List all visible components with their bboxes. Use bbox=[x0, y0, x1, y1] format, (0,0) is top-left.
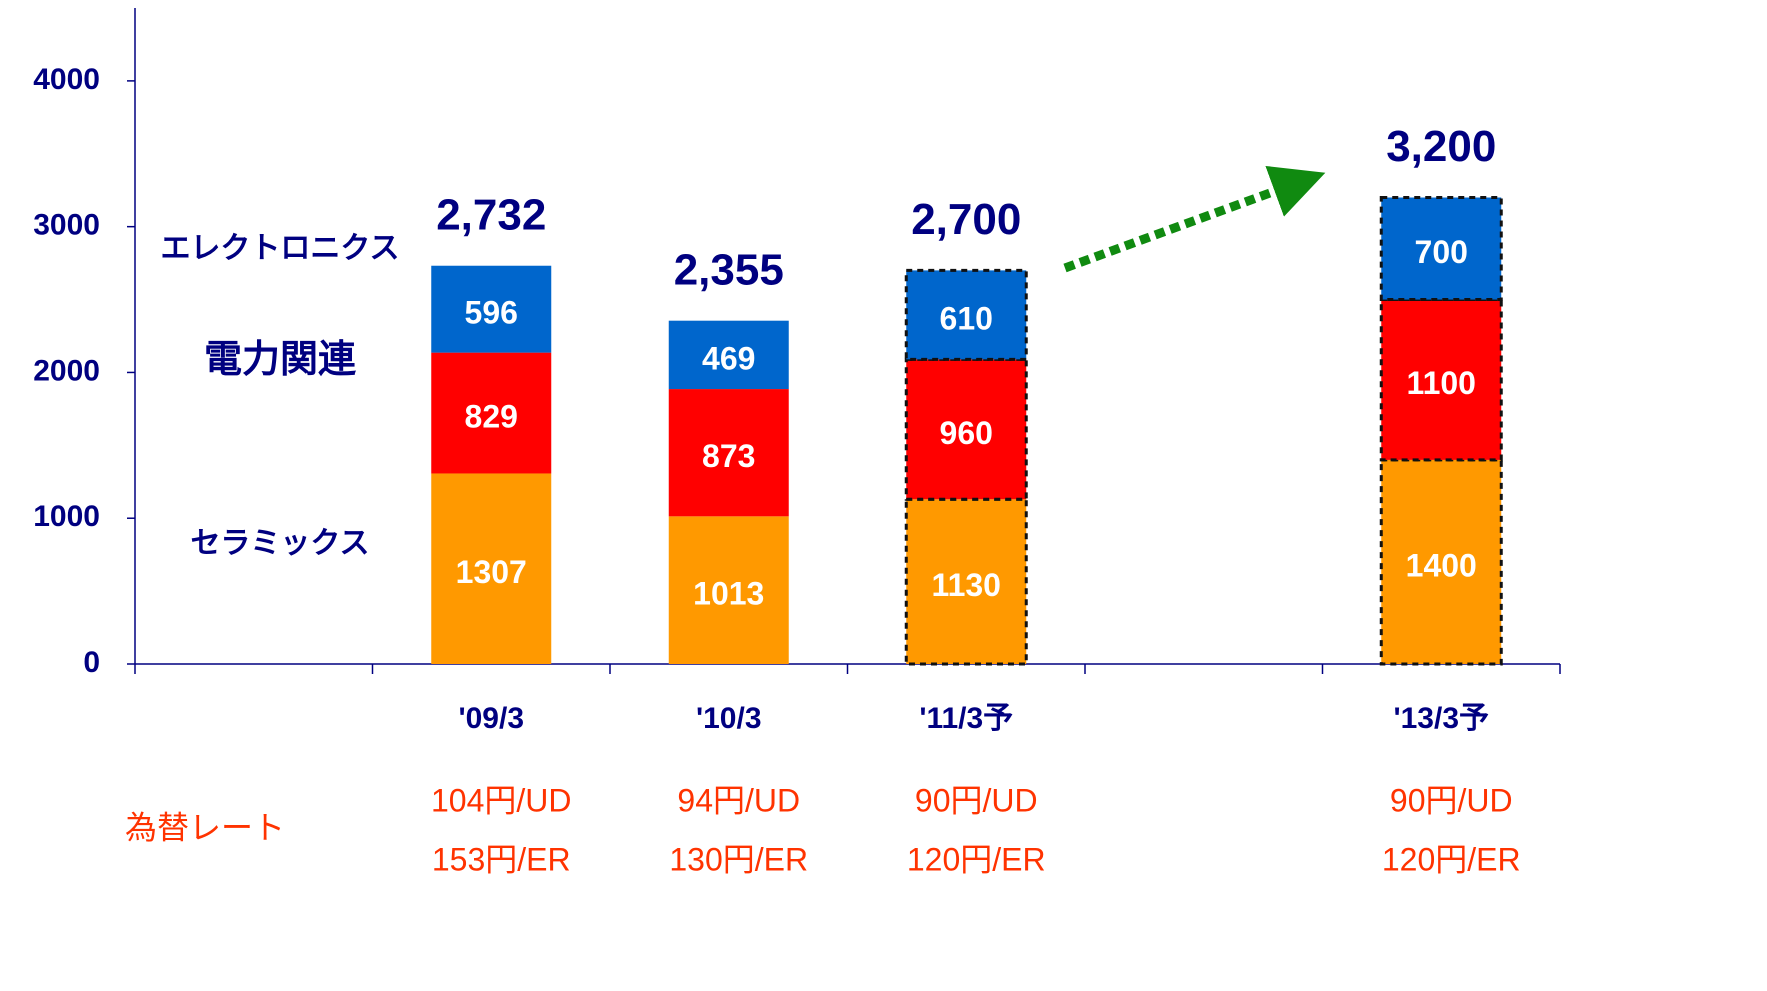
bar-value-label: 1400 bbox=[1406, 547, 1477, 583]
bar-segment bbox=[906, 359, 1027, 500]
eur-rate: 120円/ER bbox=[1382, 841, 1521, 877]
bar-value-label: 700 bbox=[1415, 234, 1468, 270]
bar-segment bbox=[1381, 197, 1502, 300]
forecast-outline bbox=[904, 268, 1028, 361]
bar-value-label: 829 bbox=[465, 398, 518, 434]
usd-rate: 90円/UD bbox=[1390, 782, 1513, 818]
bar-value-label: 596 bbox=[465, 295, 518, 331]
bar-segment bbox=[906, 270, 1027, 360]
y-tick-label: 2000 bbox=[33, 354, 100, 387]
usd-rate: 94円/UD bbox=[677, 782, 800, 818]
bar-value-label: 1130 bbox=[932, 567, 1001, 603]
eur-rate: 120円/ER bbox=[907, 841, 1046, 877]
bar-segment bbox=[1381, 299, 1502, 460]
x-tick-label: '09/3 bbox=[458, 702, 524, 735]
bar-value-label: 1307 bbox=[456, 554, 527, 590]
bar-value-label: 610 bbox=[940, 300, 993, 336]
bar-segment bbox=[431, 265, 552, 353]
series-label: エレクトロニクス bbox=[160, 232, 399, 265]
bar-segment bbox=[668, 320, 789, 390]
eur-rate: 153円/ER bbox=[432, 841, 571, 877]
eur-rate: 130円/ER bbox=[669, 841, 808, 877]
bar-value-label: 469 bbox=[702, 340, 755, 376]
bar-value-label: 1013 bbox=[693, 576, 764, 612]
bar-segment bbox=[431, 473, 552, 664]
series-label: 電力関連 bbox=[204, 339, 357, 381]
trend-arrow bbox=[1063, 165, 1326, 273]
series-label: セラミックス bbox=[190, 527, 369, 560]
bar-value-label: 960 bbox=[940, 415, 993, 451]
y-tick-label: 3000 bbox=[33, 209, 100, 242]
bar-segment bbox=[906, 499, 1027, 664]
y-tick-label: 4000 bbox=[33, 63, 100, 96]
forecast-outline bbox=[1379, 196, 1503, 302]
y-tick-label: 0 bbox=[83, 646, 100, 679]
x-tick-label: '11/3予 bbox=[919, 702, 1013, 735]
exchange-rate-label: 為替レート bbox=[125, 809, 285, 845]
x-tick-label: '13/3予 bbox=[1393, 702, 1489, 735]
bar-value-label: 873 bbox=[702, 438, 755, 474]
total-label: 2,355 bbox=[674, 245, 784, 294]
bar-segment bbox=[431, 352, 552, 474]
usd-rate: 104円/UD bbox=[431, 782, 572, 818]
bar-segment bbox=[1381, 459, 1502, 664]
total-label: 2,732 bbox=[436, 190, 546, 239]
x-tick-label: '10/3 bbox=[696, 702, 762, 735]
usd-rate: 90円/UD bbox=[915, 782, 1038, 818]
bar-segment bbox=[668, 389, 789, 517]
total-label: 2,700 bbox=[911, 195, 1021, 244]
total-label: 3,200 bbox=[1386, 122, 1496, 171]
bar-value-label: 1100 bbox=[1407, 365, 1476, 401]
bar-segment bbox=[668, 516, 789, 664]
y-tick-label: 1000 bbox=[33, 500, 100, 533]
